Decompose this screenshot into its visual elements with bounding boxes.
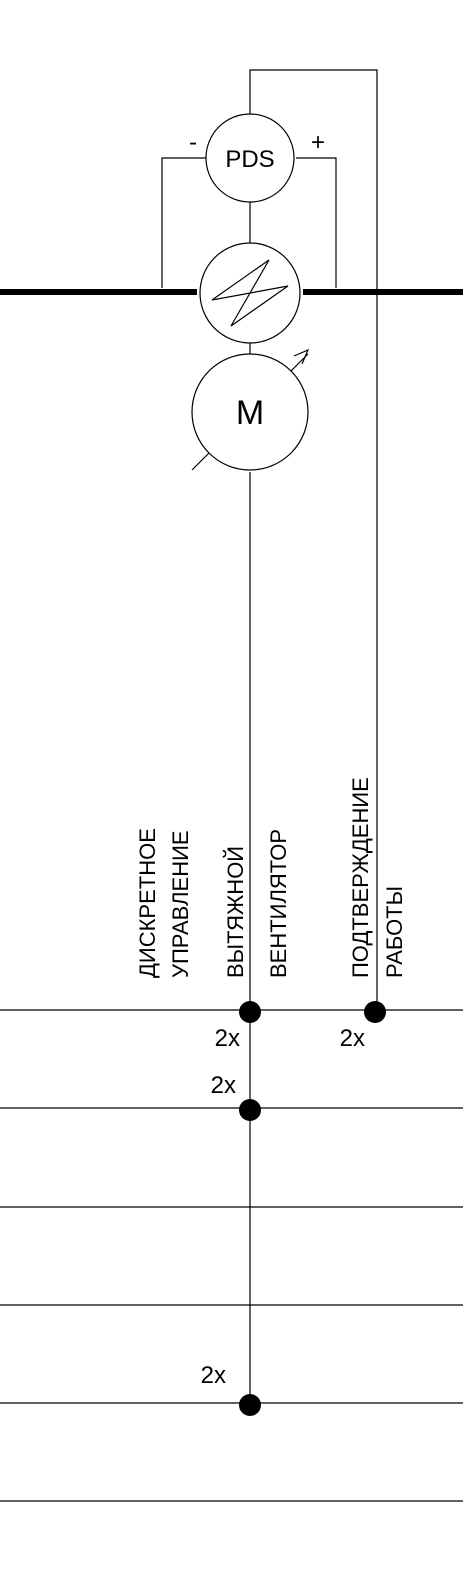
motor-label: M [236, 394, 264, 432]
exhaust-fan-line1: ВЫТЯЖНОЙ [223, 846, 248, 978]
junction-dot-bus1-fan[interactable] [239, 1001, 261, 1023]
motor-symbol[interactable] [191, 353, 309, 471]
motor-adjust-arrowhead [293, 348, 310, 365]
run-confirmation-line1: ПОДТВЕРЖДЕНИЕ [348, 777, 373, 978]
pds-plus-tube [296, 157, 337, 288]
discrete-control-line2: УПРАВЛЕНИЕ [168, 830, 193, 978]
exhaust-fan-line2: ВЕНТИЛЯТОР [266, 829, 291, 978]
run-confirmation-line2: РАБОТЫ [382, 886, 407, 978]
multiplier-bus1-fan: 2x [215, 1025, 240, 1052]
junction-dot-bus2-fan[interactable] [239, 1099, 261, 1121]
multiplier-bus1-confirm: 2x [340, 1025, 365, 1052]
pds-plus-sign: + [311, 129, 325, 156]
pds-minus-sign: - [189, 129, 197, 156]
pds-label: PDS [225, 146, 274, 173]
multiplier-bus5-fan: 2x [201, 1362, 226, 1389]
pds-sensor-symbol[interactable] [205, 113, 295, 203]
multiplier-bus2-fan: 2x [211, 1072, 236, 1099]
discrete-control-line1: ДИСКРЕТНОЕ [135, 828, 160, 978]
pds-minus-tube [161, 157, 208, 288]
junction-dot-bus5-fan[interactable] [239, 1394, 261, 1416]
junction-dot-bus1-confirm[interactable] [364, 1001, 386, 1023]
confirmation-wire [249, 69, 378, 1012]
damper-blade-icon [211, 259, 289, 327]
